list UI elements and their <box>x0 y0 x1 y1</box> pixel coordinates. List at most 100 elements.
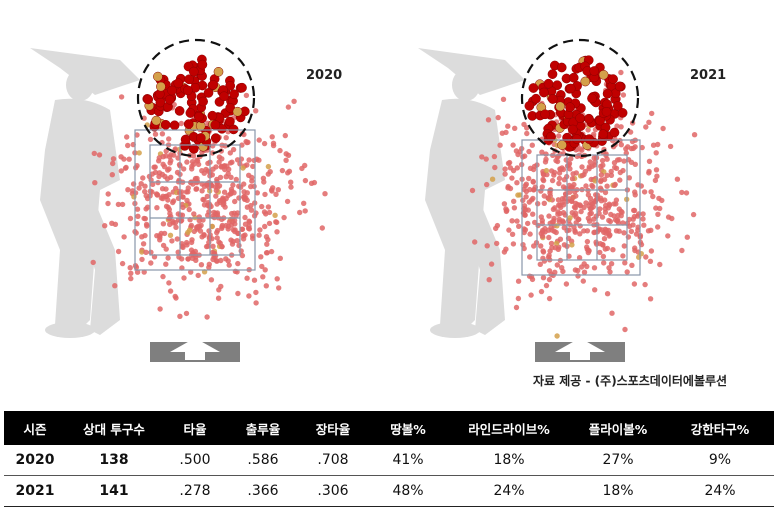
pitch-point <box>632 144 638 150</box>
pitch-point <box>555 211 561 217</box>
pitch-point <box>156 173 162 180</box>
pitch-point <box>642 281 648 288</box>
pitch-point <box>259 263 265 270</box>
pitch-point <box>277 255 283 261</box>
pitch-point <box>291 98 297 105</box>
pitch-point <box>554 333 560 339</box>
col-header: 강한타구% <box>666 411 774 445</box>
pitch-point <box>545 195 551 201</box>
pitch-point <box>274 229 280 235</box>
pitch-point <box>515 295 522 302</box>
pitch-point-highlight <box>143 94 154 105</box>
pitch-point <box>226 262 232 268</box>
pitch-point <box>273 191 279 197</box>
pitch-point <box>214 201 220 207</box>
pitch-point <box>608 168 614 175</box>
pitch-point-highlight <box>598 69 609 80</box>
pitch-point <box>277 147 283 154</box>
col-header: 땅볼% <box>368 411 448 445</box>
pitch-point <box>184 242 190 248</box>
pitch-point <box>509 218 515 224</box>
pitch-point <box>105 191 111 197</box>
pitch-point <box>167 288 174 294</box>
pitch-point <box>232 228 238 235</box>
pitch-point <box>152 164 158 170</box>
pitch-point <box>302 208 308 214</box>
pitch-point <box>691 132 698 138</box>
pitch-point <box>239 252 246 259</box>
pitch-point <box>489 176 496 182</box>
pitch-point <box>226 219 233 225</box>
pitch-point-highlight <box>228 124 239 135</box>
pitch-point <box>110 160 116 167</box>
pitch-point <box>603 230 609 236</box>
pitch-point <box>569 184 576 190</box>
pitch-point <box>530 195 536 202</box>
pitch-point <box>322 191 328 197</box>
pitch-point <box>236 195 242 201</box>
pitch-point-highlight <box>556 62 567 73</box>
pitch-point <box>491 153 498 160</box>
pitch-point <box>646 158 653 164</box>
pitch-point <box>139 249 145 255</box>
pitch-point-highlight <box>225 80 236 91</box>
pitch-point <box>253 300 259 306</box>
pitch-point <box>285 104 292 110</box>
pitch-point <box>563 281 570 287</box>
pitch-point <box>527 254 533 260</box>
pitch-point <box>258 254 264 260</box>
pitch-point <box>618 69 624 76</box>
pitch-point <box>628 228 635 235</box>
pitch-point <box>284 198 291 205</box>
pitch-point <box>90 259 96 266</box>
pitch-point <box>581 228 587 234</box>
pitch-point <box>548 224 554 231</box>
pitch-point <box>546 213 552 219</box>
pitch-point <box>274 276 280 282</box>
pitch-point <box>148 249 154 255</box>
pitch-point <box>578 208 584 215</box>
pitch-point <box>251 277 258 283</box>
pitch-point <box>648 189 654 195</box>
pitch-point <box>221 189 228 195</box>
pitch-point <box>543 167 550 174</box>
pitch-point <box>576 255 583 261</box>
pitch-point <box>577 202 583 208</box>
pitch-point <box>620 253 626 259</box>
pitch-point <box>526 273 533 279</box>
pitch-point <box>604 156 610 162</box>
pitch-point <box>512 125 518 131</box>
pitch-point-highlight <box>174 106 185 116</box>
pitch-point <box>579 164 585 170</box>
pitch-point <box>239 226 245 232</box>
pitch-point <box>136 185 142 191</box>
table-cell: 27% <box>570 445 666 476</box>
pitch-point <box>105 200 111 207</box>
pitch-point <box>583 200 589 206</box>
pitch-point <box>513 148 520 154</box>
pitch-point <box>541 258 548 264</box>
pitch-point <box>484 243 490 249</box>
pitch-point-highlight <box>539 87 549 98</box>
pitch-point <box>593 239 599 245</box>
pitch-point <box>238 248 244 254</box>
pitch-point <box>134 221 140 227</box>
pitch-point <box>567 166 573 172</box>
pitch-point <box>186 206 192 213</box>
pitch-point <box>268 187 275 193</box>
pitch-point <box>620 92 627 98</box>
pitch-point <box>234 238 240 244</box>
pitch-point <box>150 181 156 187</box>
pitch-point <box>288 184 294 190</box>
pitch-point <box>586 218 593 224</box>
pitch-point <box>138 181 144 187</box>
pitch-point <box>234 157 241 163</box>
pitch-point <box>488 261 495 267</box>
pitch-point <box>501 201 508 207</box>
pitch-point <box>249 178 255 184</box>
pitch-point <box>301 200 307 206</box>
pitch-point-highlight <box>160 119 171 130</box>
table-cell: 9% <box>666 445 774 476</box>
pitch-point-highlight <box>589 66 600 76</box>
pitch-point <box>179 265 185 271</box>
